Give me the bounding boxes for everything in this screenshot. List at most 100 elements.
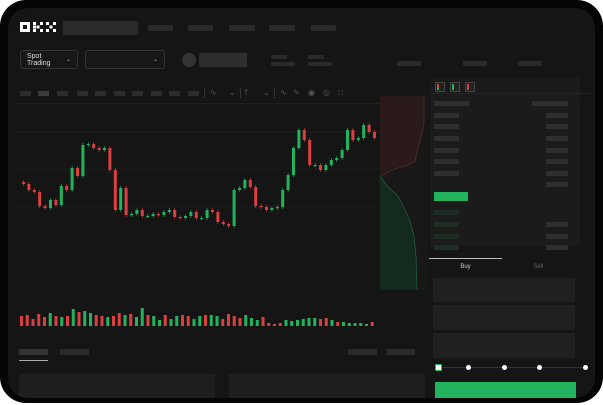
candle-body — [27, 184, 31, 190]
candle-body — [308, 140, 312, 165]
tab-order-history[interactable] — [60, 349, 89, 355]
indicator-icon[interactable]: f — [245, 88, 248, 97]
slider-track — [438, 367, 586, 368]
tab-sell[interactable]: Sell — [533, 264, 544, 270]
amount-input[interactable] — [433, 305, 575, 330]
timeframe-button[interactable] — [132, 91, 143, 96]
bid-price — [434, 245, 459, 250]
chart-type-icon[interactable]: ∿ — [210, 88, 217, 97]
timeframe-button-active[interactable] — [38, 91, 49, 96]
slider-stop-50[interactable] — [502, 365, 507, 370]
candle-body — [221, 222, 225, 224]
candle-body — [319, 165, 322, 170]
volume-bar — [250, 318, 253, 326]
volume-bar — [100, 316, 104, 326]
volume-bar — [370, 322, 374, 326]
volume-bar — [71, 309, 75, 326]
slider-handle[interactable] — [435, 364, 442, 371]
draw-line-icon[interactable]: ∿ — [280, 88, 287, 97]
candle-body — [92, 144, 96, 148]
slider-stop-75[interactable] — [537, 365, 542, 370]
candle-body — [211, 210, 214, 212]
timeframe-button[interactable] — [169, 91, 180, 96]
settings-icon[interactable]: ◎ — [323, 88, 330, 97]
volume-bar — [43, 317, 46, 326]
chevron-down-icon: ⌄ — [152, 57, 158, 63]
fullscreen-icon[interactable]: □ — [338, 88, 343, 97]
slider-stop-25[interactable] — [466, 365, 471, 370]
timeframe-button[interactable] — [151, 91, 162, 96]
pair-select[interactable]: ⌄ — [85, 50, 165, 69]
orders-card — [19, 374, 215, 398]
tab-buy[interactable]: Buy — [460, 264, 471, 270]
buy-button[interactable] — [435, 382, 576, 398]
volume-bar — [94, 315, 98, 326]
nav-item[interactable] — [148, 25, 173, 31]
pair-price — [199, 53, 247, 67]
bid-amount — [546, 234, 568, 239]
okx-logo[interactable] — [20, 22, 58, 32]
candle-body — [205, 210, 209, 218]
market-select[interactable]: Spot Trading ⌄ — [20, 50, 78, 69]
ask-amount — [546, 124, 568, 129]
candle-body — [329, 160, 333, 165]
candle-body — [216, 212, 220, 222]
candle-body — [281, 190, 285, 207]
timeframe-button[interactable] — [57, 91, 68, 96]
chevron-down-icon[interactable]: ⌄ — [229, 88, 236, 97]
volume-bar — [267, 323, 271, 326]
timeframe-button[interactable] — [188, 91, 199, 96]
candle-body — [340, 150, 344, 158]
chevron-down-icon[interactable]: ⌄ — [263, 88, 270, 97]
volume-bar — [163, 315, 167, 326]
candle-body — [265, 207, 268, 210]
timeframe-button[interactable] — [114, 91, 125, 96]
candle-body — [367, 125, 371, 132]
total-input[interactable] — [433, 333, 575, 358]
volume-bar — [66, 316, 69, 326]
ask-price — [434, 148, 459, 153]
nav-item[interactable] — [311, 25, 336, 31]
price-chart[interactable] — [8, 8, 383, 338]
timeframe-button[interactable] — [95, 91, 106, 96]
ask-amount — [546, 136, 568, 141]
timeframe-button[interactable] — [77, 91, 88, 96]
volume-bar — [169, 319, 173, 326]
nav-item[interactable] — [269, 25, 295, 31]
volume-bar — [353, 323, 357, 326]
timeframe-button[interactable] — [20, 91, 31, 96]
asks-icon[interactable] — [465, 82, 475, 92]
filter-button[interactable] — [348, 349, 377, 355]
candle-body — [151, 214, 155, 216]
candle-body — [194, 212, 198, 218]
price-input[interactable] — [433, 278, 575, 302]
volume-bar — [31, 319, 35, 326]
ruler-icon[interactable]: ✎ — [293, 88, 300, 97]
ask-price — [434, 159, 459, 164]
candle-body — [54, 200, 58, 205]
candle-body — [162, 212, 166, 215]
volume-bar — [37, 314, 41, 326]
stat-item — [397, 61, 421, 66]
depth-curve — [380, 96, 425, 290]
volume-bar — [60, 317, 64, 326]
candlestick-chart — [16, 123, 380, 326]
candle-body — [270, 208, 274, 210]
market-select-label: Spot Trading — [27, 52, 51, 67]
candle-body — [173, 210, 177, 217]
amount-slider[interactable] — [435, 364, 588, 371]
volume-bar — [342, 322, 345, 326]
volume-bar — [209, 315, 213, 326]
bids-icon[interactable] — [450, 82, 460, 92]
both-sides-icon[interactable] — [435, 82, 445, 92]
filter-button[interactable] — [386, 349, 415, 355]
tab-open-orders[interactable] — [19, 349, 48, 355]
bid-price — [434, 234, 459, 239]
camera-icon[interactable]: ◉ — [308, 88, 315, 97]
nav-item[interactable] — [229, 25, 255, 31]
slider-stop-100[interactable] — [583, 365, 588, 370]
candle-body — [200, 218, 204, 220]
search-box[interactable] — [63, 21, 138, 35]
candle-body — [157, 214, 160, 216]
nav-item[interactable] — [188, 25, 213, 31]
